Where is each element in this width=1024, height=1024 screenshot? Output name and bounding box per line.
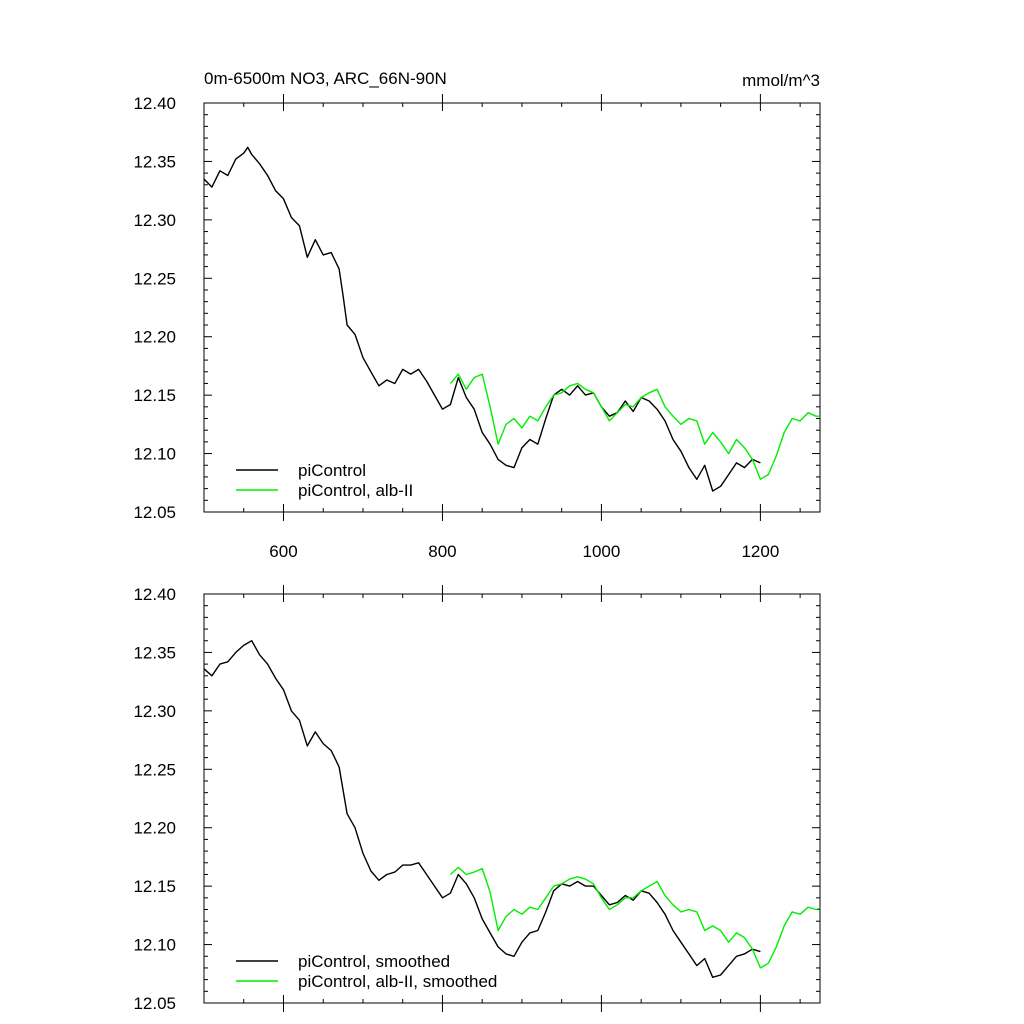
- y-tick-label: 12.15: [133, 386, 176, 405]
- y-tick-label: 12.20: [133, 328, 176, 347]
- legend-label-0: piControl, smoothed: [298, 952, 450, 971]
- x-tick-label: 1200: [741, 542, 779, 561]
- y-tick-label: 12.05: [133, 503, 176, 522]
- y-tick-label: 12.05: [133, 994, 176, 1013]
- chart-title: 0m-6500m NO3, ARC_66N-90N: [204, 69, 447, 88]
- y-tick-label: 12.30: [133, 211, 176, 230]
- series-line-0: [203, 146, 761, 492]
- x-tick-label: 800: [428, 542, 456, 561]
- bottom-panel: 12.05 12.10 12.15 12.20 12.25 12.30 12.35 12.40…: [133, 585, 821, 1013]
- plot-frame: [203, 102, 821, 513]
- series-line-1: [449, 373, 820, 480]
- legend-label-1: piControl, alb-II, smoothed: [298, 972, 497, 991]
- y-tick-label: 12.15: [133, 877, 176, 896]
- legend-label-0: piControl: [298, 461, 366, 480]
- y-tick-label: 12.20: [133, 819, 176, 838]
- y-tick-label: 12.25: [133, 760, 176, 779]
- x-tick-label: 1000: [583, 542, 621, 561]
- y-tick-label: 12.40: [133, 94, 176, 113]
- series-line-0: [203, 640, 761, 978]
- bottom-panel-axes: 12.05 12.10 12.15 12.20 12.25 12.30 12.35 12.40: [133, 585, 821, 1013]
- y-tick-label: 12.10: [133, 936, 176, 955]
- y-tick-label: 12.30: [133, 702, 176, 721]
- y-tick-label: 12.35: [133, 643, 176, 662]
- top-panel-series: [203, 146, 820, 492]
- y-tick-label: 12.40: [133, 585, 176, 604]
- x-tick-label: 600: [269, 542, 297, 561]
- y-tick-label: 12.10: [133, 445, 176, 464]
- y-tick-label: 12.35: [133, 152, 176, 171]
- plot-frame: [203, 593, 821, 1004]
- y-tick-label: 12.25: [133, 269, 176, 288]
- bottom-panel-series: [203, 640, 821, 978]
- top-panel-axes: 12.05 12.10 12.15 12.20 12.25 12.30 12.35 12.40…: [133, 94, 821, 561]
- units-label: mmol/m^3: [742, 71, 820, 90]
- top-panel: 0m-6500m NO3, ARC_66N-90N mmol/m^3 12.05…: [133, 69, 821, 561]
- legend-label-1: piControl, alb-II: [298, 481, 413, 500]
- series-line-1: [449, 866, 821, 969]
